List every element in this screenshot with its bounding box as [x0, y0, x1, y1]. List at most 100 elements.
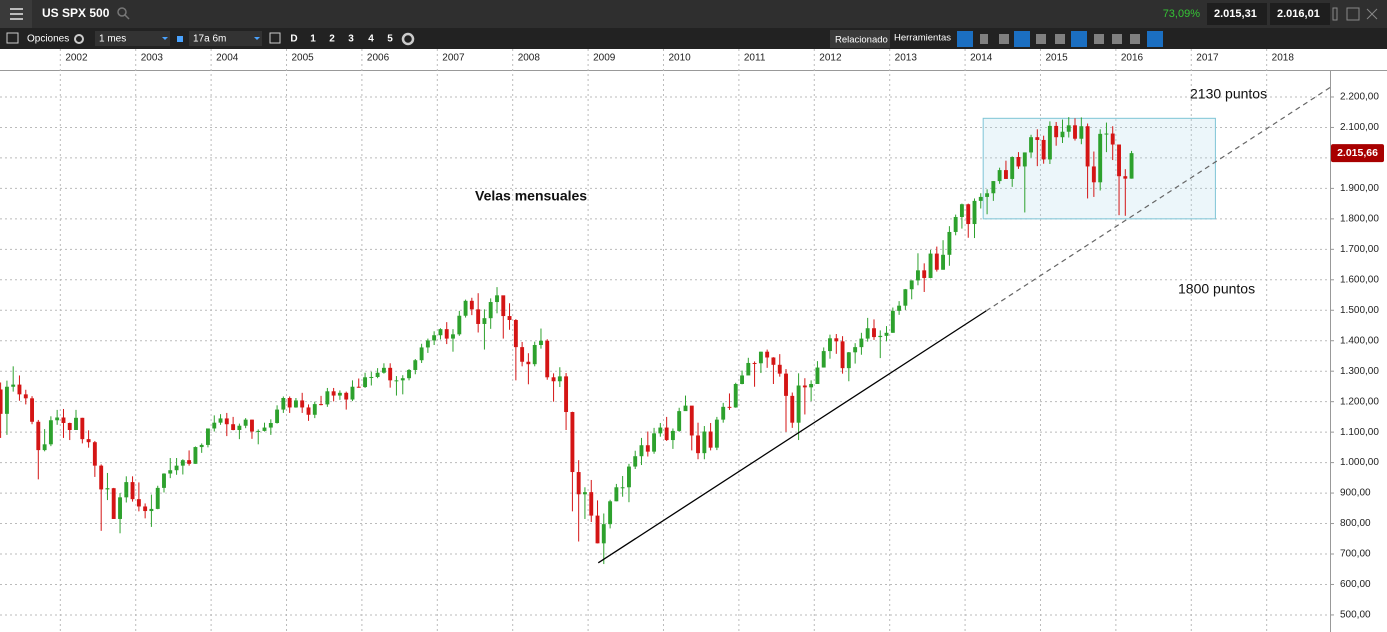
candle-body	[205, 428, 210, 445]
settings-icon[interactable]	[401, 32, 415, 46]
candle-body	[601, 524, 606, 544]
x-tick-label: 2017	[1196, 53, 1219, 64]
candle-body	[224, 418, 229, 425]
bid-box[interactable]	[1207, 3, 1267, 25]
x-tick-label: 2008	[518, 53, 541, 64]
candle-body	[539, 340, 543, 345]
dropdown-arrow	[162, 37, 168, 40]
candle-body	[520, 347, 525, 362]
candle-body	[1104, 133, 1109, 135]
options-button[interactable]: Opciones	[27, 34, 69, 45]
candle-body	[482, 318, 487, 324]
x-tick-label: 2007	[442, 53, 465, 64]
period-button[interactable]: 5	[387, 34, 393, 45]
candle-body	[4, 386, 9, 414]
interval-select[interactable]	[95, 31, 170, 46]
range-select[interactable]	[189, 31, 262, 46]
related-button[interactable]	[830, 30, 890, 48]
candle-body	[953, 217, 958, 232]
candle-body	[212, 422, 217, 429]
candle-body	[859, 338, 864, 348]
candle-body	[683, 405, 688, 412]
candle-body	[941, 254, 946, 270]
candle-body	[796, 385, 801, 423]
candle-body	[1010, 157, 1015, 179]
candle-body	[771, 357, 776, 365]
candle-body	[802, 385, 807, 388]
candle-body	[834, 338, 839, 342]
options-icon[interactable]	[6, 32, 19, 44]
candle-body	[237, 425, 242, 430]
candle-body	[1029, 137, 1033, 153]
candle-body	[934, 253, 939, 270]
candle-body	[337, 392, 342, 396]
candle-body	[381, 367, 386, 373]
candle-body	[1035, 137, 1040, 140]
candle-body	[576, 472, 581, 495]
candle-body	[639, 445, 644, 457]
y-tick-label: 800,00	[1340, 518, 1371, 529]
candle-body	[425, 340, 430, 348]
bid-price: 2.015,31	[1214, 8, 1257, 20]
tool-icons[interactable]	[957, 31, 1163, 47]
candle-body	[180, 460, 185, 466]
candle-body	[48, 420, 53, 445]
period-button[interactable]: 1	[310, 34, 316, 45]
candle-body	[287, 398, 292, 408]
candle-body	[23, 394, 28, 399]
candle-body	[959, 204, 964, 218]
candle-body	[589, 492, 594, 516]
candle-body	[1073, 125, 1077, 139]
period-button[interactable]: 2	[329, 34, 335, 45]
search-icon[interactable]	[117, 7, 130, 20]
y-tick-label: 700,00	[1340, 549, 1371, 560]
candle-body	[74, 417, 78, 430]
candle-body	[457, 315, 462, 335]
candle-body	[463, 300, 468, 316]
candle-body	[350, 386, 355, 400]
y-tick-label: 1.300,00	[1340, 366, 1379, 377]
period-button[interactable]: 4	[368, 34, 374, 45]
candle-body	[608, 501, 613, 525]
candle-body	[972, 200, 977, 225]
ask-box[interactable]	[1270, 3, 1330, 25]
candle-body	[1079, 126, 1084, 139]
related-label: Relacionado	[835, 35, 888, 46]
candle-body	[256, 430, 261, 432]
lock-icon[interactable]	[177, 36, 183, 42]
candle-body	[1016, 157, 1021, 167]
candle-body	[840, 341, 845, 369]
last-price-badge	[1331, 144, 1384, 163]
settings-icon[interactable]	[74, 34, 84, 44]
candle-body	[790, 395, 795, 423]
candle-body	[413, 360, 418, 370]
candle-body	[17, 384, 22, 395]
period-button[interactable]: D	[290, 34, 297, 45]
ask-price: 2.016,01	[1277, 8, 1320, 20]
candle-body	[80, 417, 85, 440]
candle-body	[727, 406, 732, 408]
candle-body	[740, 375, 745, 384]
candle-body	[199, 444, 204, 448]
candle-body	[916, 270, 920, 281]
chart: 2002 2003 2004 2005 2006 2007 2008 2009 2010 2011…	[0, 49, 1384, 632]
candle-body	[570, 412, 575, 473]
candle-body	[595, 515, 600, 544]
calendar-icon[interactable]	[269, 32, 281, 44]
window-controls[interactable]	[1332, 7, 1378, 21]
tools-label[interactable]: Herramientas	[894, 33, 951, 44]
candle-body	[1060, 131, 1065, 138]
y-tick-label: 1.700,00	[1340, 244, 1379, 255]
candle-body	[419, 347, 424, 361]
candle-body	[614, 487, 619, 502]
y-tick-label: 1.000,00	[1340, 457, 1379, 468]
candle-body	[702, 431, 707, 454]
period-button[interactable]: 3	[348, 34, 354, 45]
candle-body	[136, 499, 141, 507]
y-tick-label: 1.800,00	[1340, 213, 1379, 224]
candle-body	[815, 367, 820, 384]
candle-body	[407, 369, 411, 379]
candle-body	[42, 444, 47, 451]
candle-body	[275, 409, 280, 423]
